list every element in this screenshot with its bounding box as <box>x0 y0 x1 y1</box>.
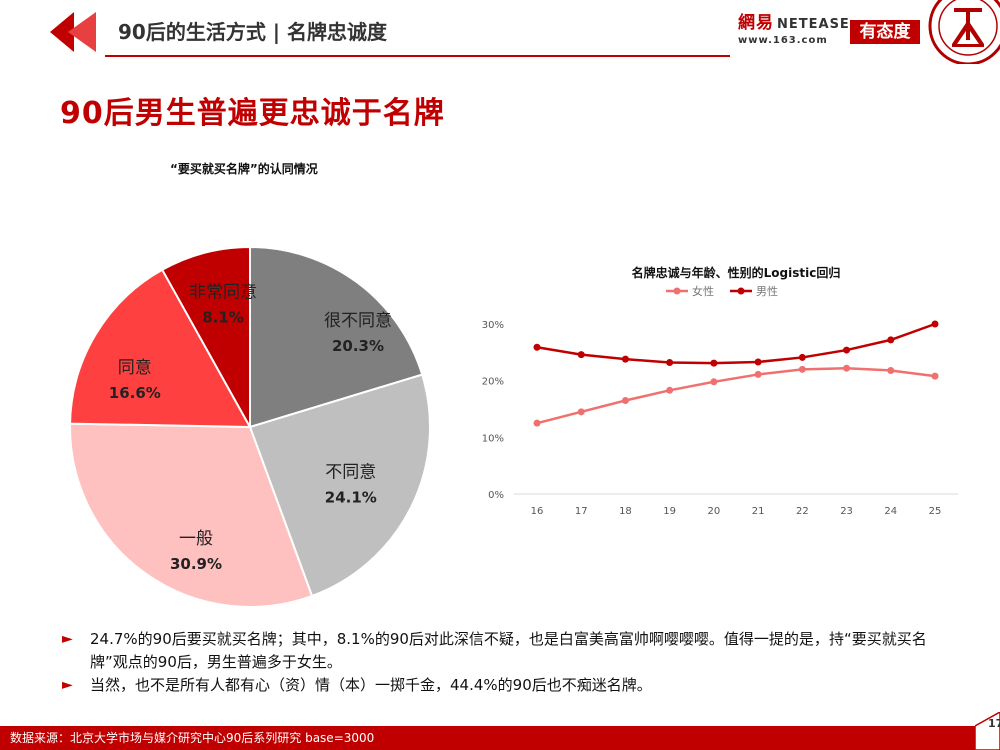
slice-label: 一般 <box>179 529 213 549</box>
data-point <box>710 378 718 386</box>
slice-value-label: 30.9% <box>170 555 222 573</box>
x-tick-label: 17 <box>575 506 588 517</box>
triangle-right-icon: ► <box>62 677 73 693</box>
triangle-right-icon: ► <box>62 631 73 647</box>
pie-chart-title: “要买就买名牌”的认同情况 <box>170 162 318 176</box>
legend-marker <box>673 287 681 295</box>
pie-chart: 很不同意 20.3% 不同意 24.1% 一般 30.9% 同意 16.6% 非常同意 8.1% <box>69 245 431 608</box>
slice-value-label: 16.6% <box>109 384 161 402</box>
pie-slice <box>249 245 424 429</box>
bullet-item: ► 24.7%的90后要买就买名牌；其中，8.1%的90后对此深信不疑，也是白富… <box>62 628 952 674</box>
header: 90后的生活方式 | 名牌忠诚度 網易 NETEASE www.163.com 有… <box>0 0 1000 64</box>
netease-logo-cn: 網易 <box>738 13 774 33</box>
x-tick-label: 22 <box>796 506 809 517</box>
peking-university-seal-icon <box>928 0 1000 64</box>
legend-label: 女性 <box>692 284 714 298</box>
x-tick-label: 16 <box>531 506 544 517</box>
bullet-item: ► 当然，也不是所有人都有心（资）情（本）一掷千金，44.4%的90后也不痴迷名… <box>62 674 952 697</box>
y-tick-label: 30% <box>482 320 504 331</box>
x-tick-label: 18 <box>619 506 632 517</box>
y-tick-label: 20% <box>482 377 504 388</box>
legend-label: 男性 <box>756 284 778 298</box>
data-point <box>710 359 718 367</box>
data-point <box>931 372 939 380</box>
footer: 数据来源：北京大学市场与媒介研究中心90后系列研究 base=3000 <box>0 726 1000 750</box>
slice-label: 不同意 <box>325 462 376 482</box>
data-point <box>621 355 629 363</box>
data-point <box>931 320 939 328</box>
bullet-text: 24.7%的90后要买就买名牌；其中，8.1%的90后对此深信不疑，也是白富美高… <box>90 630 927 671</box>
pie-slice <box>160 245 251 431</box>
data-point <box>533 419 541 427</box>
x-tick-label: 24 <box>884 506 897 517</box>
data-point <box>577 408 585 416</box>
line-chart-title: 名牌忠诚与年龄、性别的Logistic回归 <box>632 265 841 280</box>
pie-slice <box>69 268 252 429</box>
slice-label: 非常同意 <box>189 282 257 302</box>
x-tick-label: 21 <box>752 506 765 517</box>
section-title: 90后的生活方式 | 名牌忠诚度 <box>118 20 388 44</box>
pie-slice <box>248 373 431 598</box>
y-tick-label: 0% <box>488 490 504 501</box>
data-point <box>887 336 895 344</box>
series-line <box>536 322 936 365</box>
data-point <box>666 386 674 394</box>
data-point <box>754 370 762 378</box>
netease-logo: 網易 NETEASE www.163.com <box>738 8 849 48</box>
netease-url: www.163.com <box>738 35 828 46</box>
pie-slice <box>69 422 314 608</box>
data-point <box>798 365 806 373</box>
bullet-list: ► 24.7%的90后要买就买名牌；其中，8.1%的90后对此深信不疑，也是白富… <box>62 628 952 697</box>
x-tick-label: 25 <box>929 506 942 517</box>
data-point <box>843 364 851 372</box>
x-tick-label: 23 <box>840 506 853 517</box>
y-tick-label: 10% <box>482 433 504 444</box>
series-line <box>536 366 936 425</box>
youtaidu-logo: 有态度 <box>850 20 920 44</box>
slice-label: 同意 <box>118 358 152 378</box>
data-point <box>887 366 895 374</box>
slice-value-label: 24.1% <box>325 488 377 506</box>
data-point <box>533 343 541 351</box>
data-point <box>754 358 762 366</box>
x-tick-label: 20 <box>708 506 721 517</box>
page-number: 17 <box>988 717 1000 730</box>
data-source: 数据来源：北京大学市场与媒介研究中心90后系列研究 base=3000 <box>10 731 375 745</box>
data-point <box>798 353 806 361</box>
header-divider <box>105 55 730 57</box>
main-title: 90后男生普遍更忠诚于名牌 <box>60 96 445 131</box>
data-point <box>843 346 851 354</box>
netease-logo-en: NETEASE <box>777 17 850 32</box>
data-point <box>666 359 674 367</box>
slice-value-label: 8.1% <box>202 308 244 326</box>
data-point <box>621 397 629 404</box>
slice-label: 很不同意 <box>324 311 392 331</box>
data-point <box>577 351 585 359</box>
slice-value-label: 20.3% <box>332 337 384 355</box>
bullet-text: 当然，也不是所有人都有心（资）情（本）一掷千金，44.4%的90后也不痴迷名牌。 <box>90 676 652 694</box>
x-tick-label: 19 <box>663 506 676 517</box>
header-chevron-icon <box>50 12 96 52</box>
legend-marker <box>737 287 745 295</box>
page-number-tab: 17 <box>975 712 1000 750</box>
